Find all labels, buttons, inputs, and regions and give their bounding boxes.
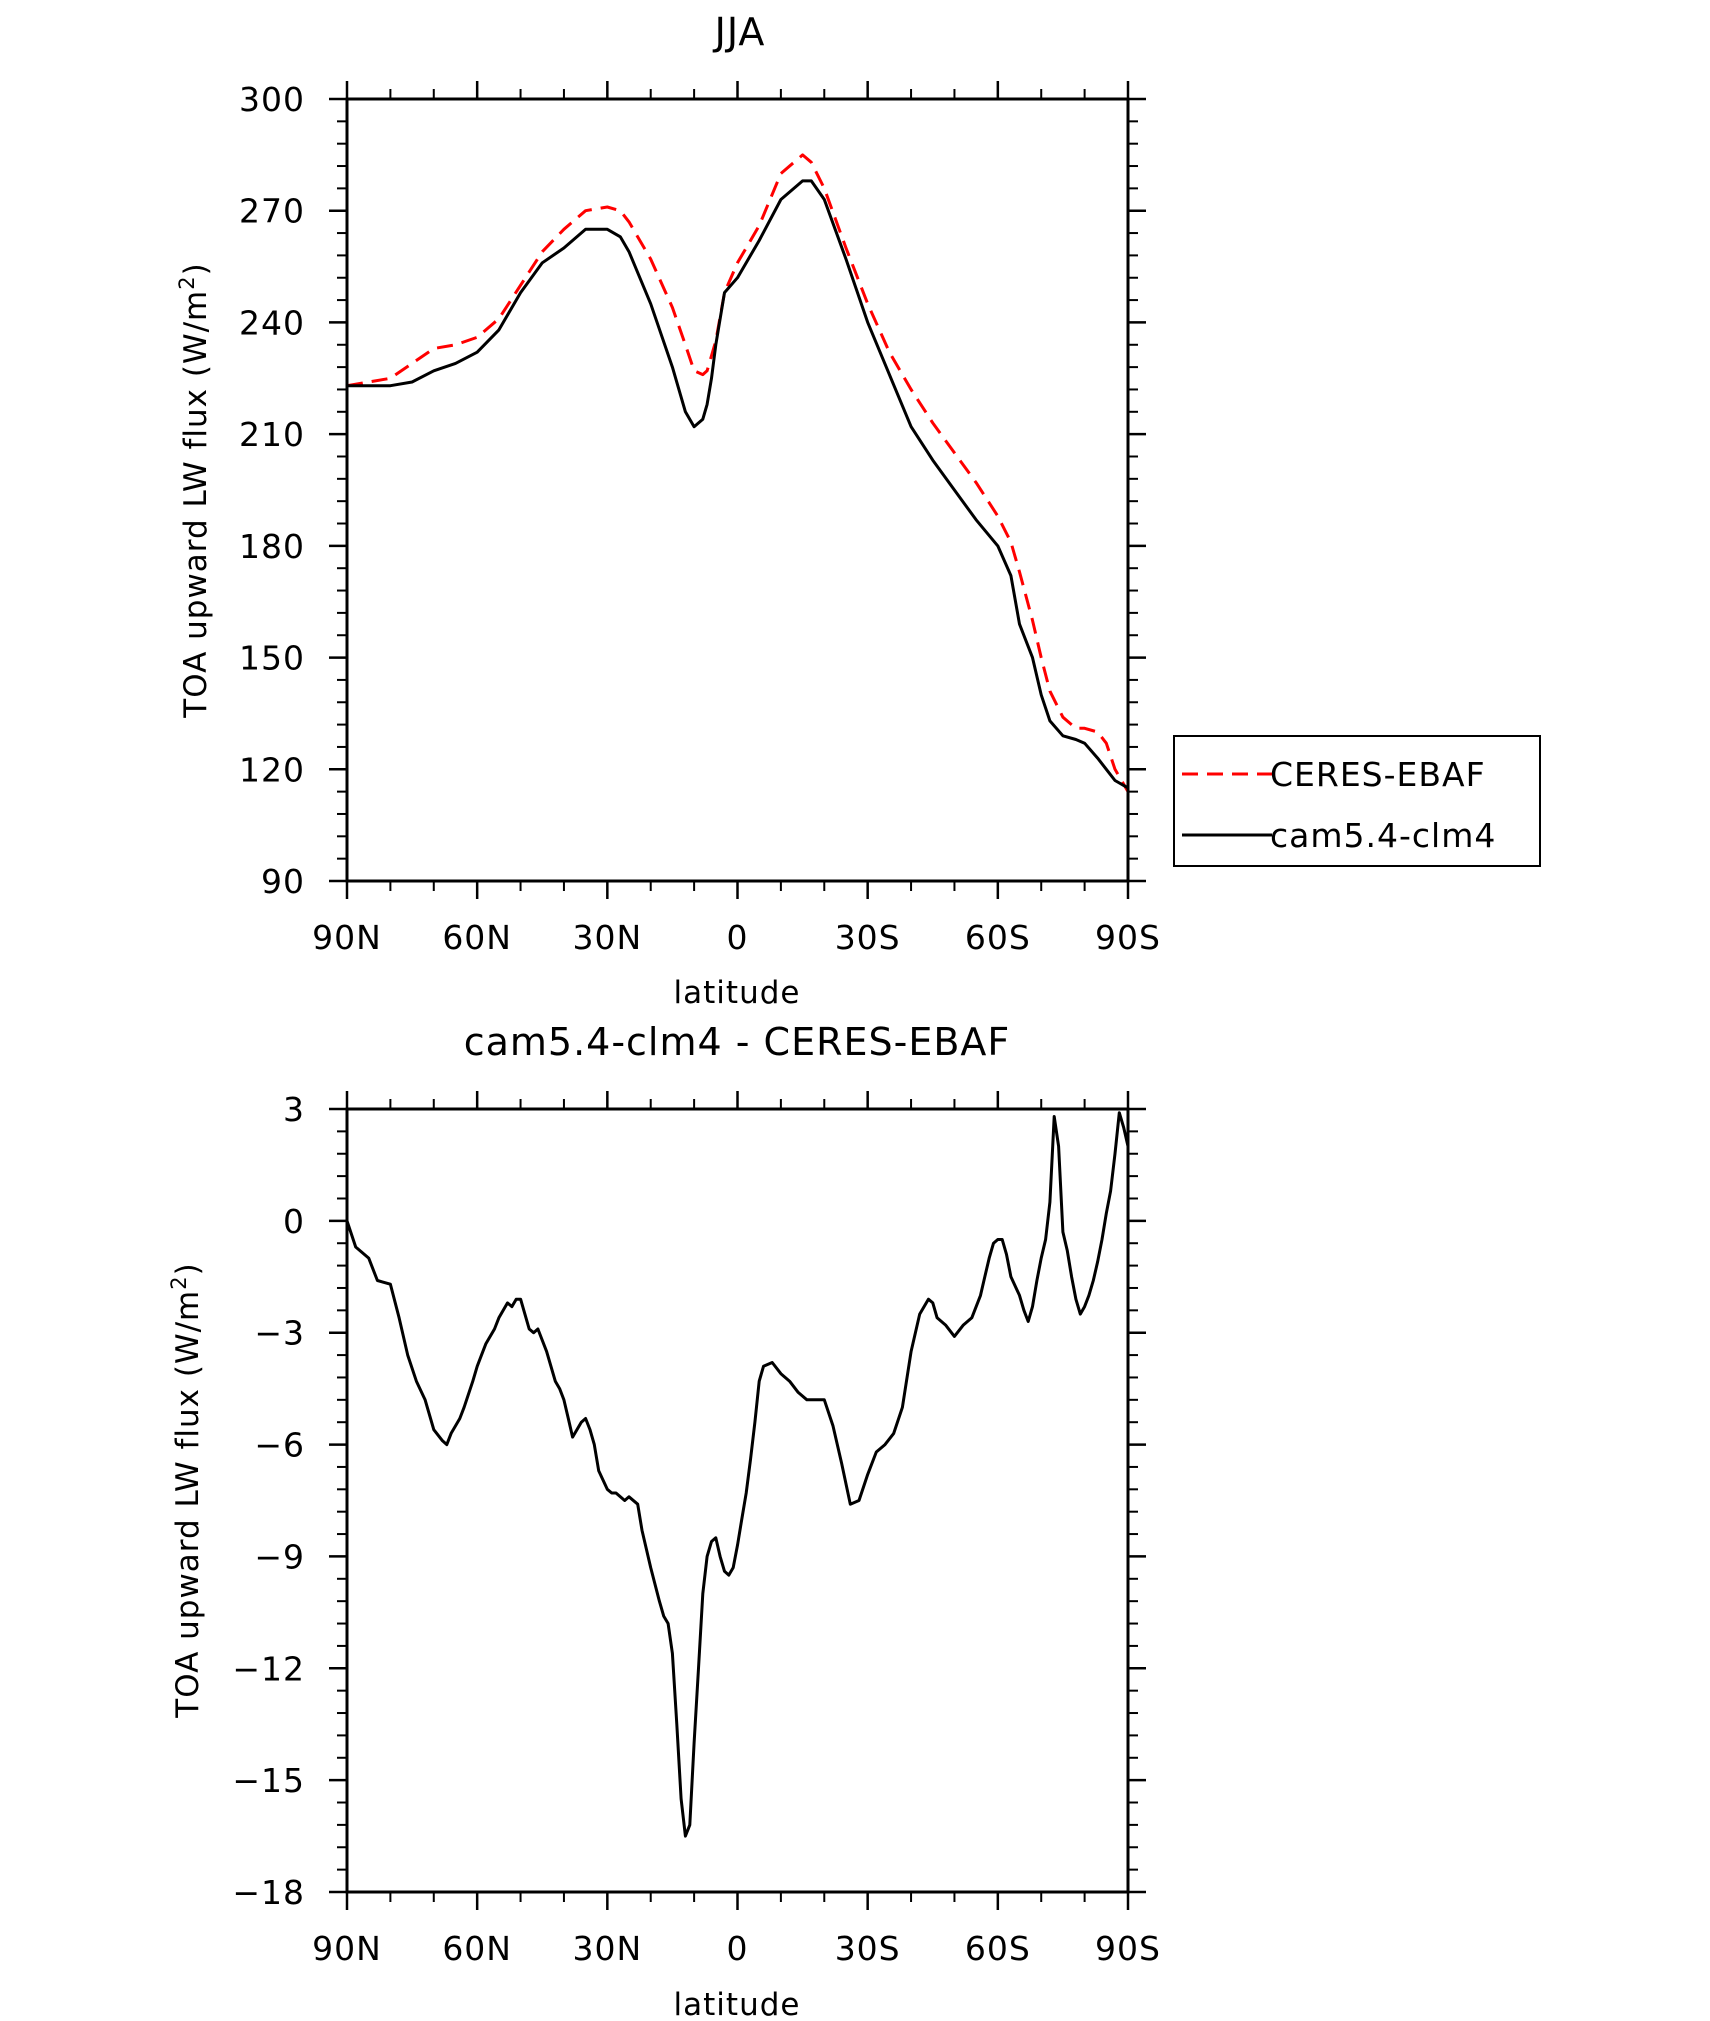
- bottom-xtick-label: 60S: [965, 1929, 1031, 1968]
- bottom-x-axis-label: latitude: [674, 1987, 801, 2021]
- bottom-xtick-label: 0: [727, 1929, 749, 1968]
- top-chart-title: JJA: [713, 10, 766, 54]
- top-series-ceres-ebaf: [346, 153, 1130, 793]
- top-xtick-label: 0: [727, 918, 749, 957]
- top-x-axis-label: latitude: [674, 975, 801, 1011]
- top-panel: JJA 90 120 150 180 210 240 270 300 90N 60N 30N 0 30…: [175, 10, 1541, 1011]
- bottom-ytick-label: −9: [254, 1537, 305, 1576]
- legend-box: [1173, 735, 1541, 867]
- top-xtick-label: 30N: [572, 918, 642, 957]
- top-y-axis-label: TOA upward LW flux (W/m2): [175, 262, 214, 718]
- bottom-xtick-label: 30S: [835, 1929, 901, 1968]
- top-ytick-label: 300: [239, 80, 305, 119]
- bottom-ytick-label: 0: [283, 1202, 305, 1241]
- legend: CERES-EBAF cam5.4-clm4: [1173, 735, 1541, 867]
- bottom-ytick-label: −15: [232, 1761, 305, 1800]
- top-xtick-label: 90N: [312, 918, 382, 957]
- bottom-xtick-label: 30N: [572, 1929, 642, 1968]
- top-xtick-label: 60S: [965, 918, 1031, 957]
- bottom-xtick-label: 60N: [442, 1929, 512, 1968]
- top-ytick-label: 150: [239, 639, 305, 678]
- bottom-chart-title: cam5.4-clm4 - CERES-EBAF: [464, 1020, 1011, 1064]
- bottom-plot-frame: [345, 1107, 1130, 1894]
- bottom-ytick-label: −18: [232, 1873, 305, 1912]
- top-xtick-label: 30S: [835, 918, 901, 957]
- legend-label-cam54-clm4: cam5.4-clm4: [1270, 816, 1496, 855]
- bottom-ytick-label: −3: [254, 1314, 305, 1353]
- bottom-ytick-label: 3: [283, 1090, 305, 1129]
- top-ytick-label: 210: [239, 415, 305, 454]
- top-xtick-label: 90S: [1095, 918, 1161, 957]
- top-ytick-label: 240: [239, 303, 305, 342]
- top-ytick-label: 180: [239, 527, 305, 566]
- bottom-xtick-label: 90S: [1095, 1929, 1161, 1968]
- bottom-y-axis-label: TOA upward LW flux (W/m2): [167, 1262, 206, 1718]
- top-xtick-label: 60N: [442, 918, 512, 957]
- bottom-series-cam5-4-clm4-ceres-ebaf: [345, 1111, 1130, 1838]
- bottom-ytick-label: −6: [254, 1426, 305, 1465]
- top-ytick-label: 90: [261, 862, 305, 901]
- bottom-xtick-label: 90N: [312, 1929, 382, 1968]
- legend-label-ceres-ebaf: CERES-EBAF: [1270, 755, 1486, 794]
- top-series-cam5-4-clm4: [347, 179, 1129, 790]
- top-plot-frame: [345, 97, 1130, 883]
- top-ytick-label: 120: [239, 750, 305, 789]
- bottom-ytick-label: −12: [232, 1649, 305, 1688]
- bottom-panel: cam5.4-clm4 - CERES-EBAF −18 −15 −12 −9 −6 −3…: [167, 1020, 1161, 2021]
- top-ytick-label: 270: [239, 192, 305, 231]
